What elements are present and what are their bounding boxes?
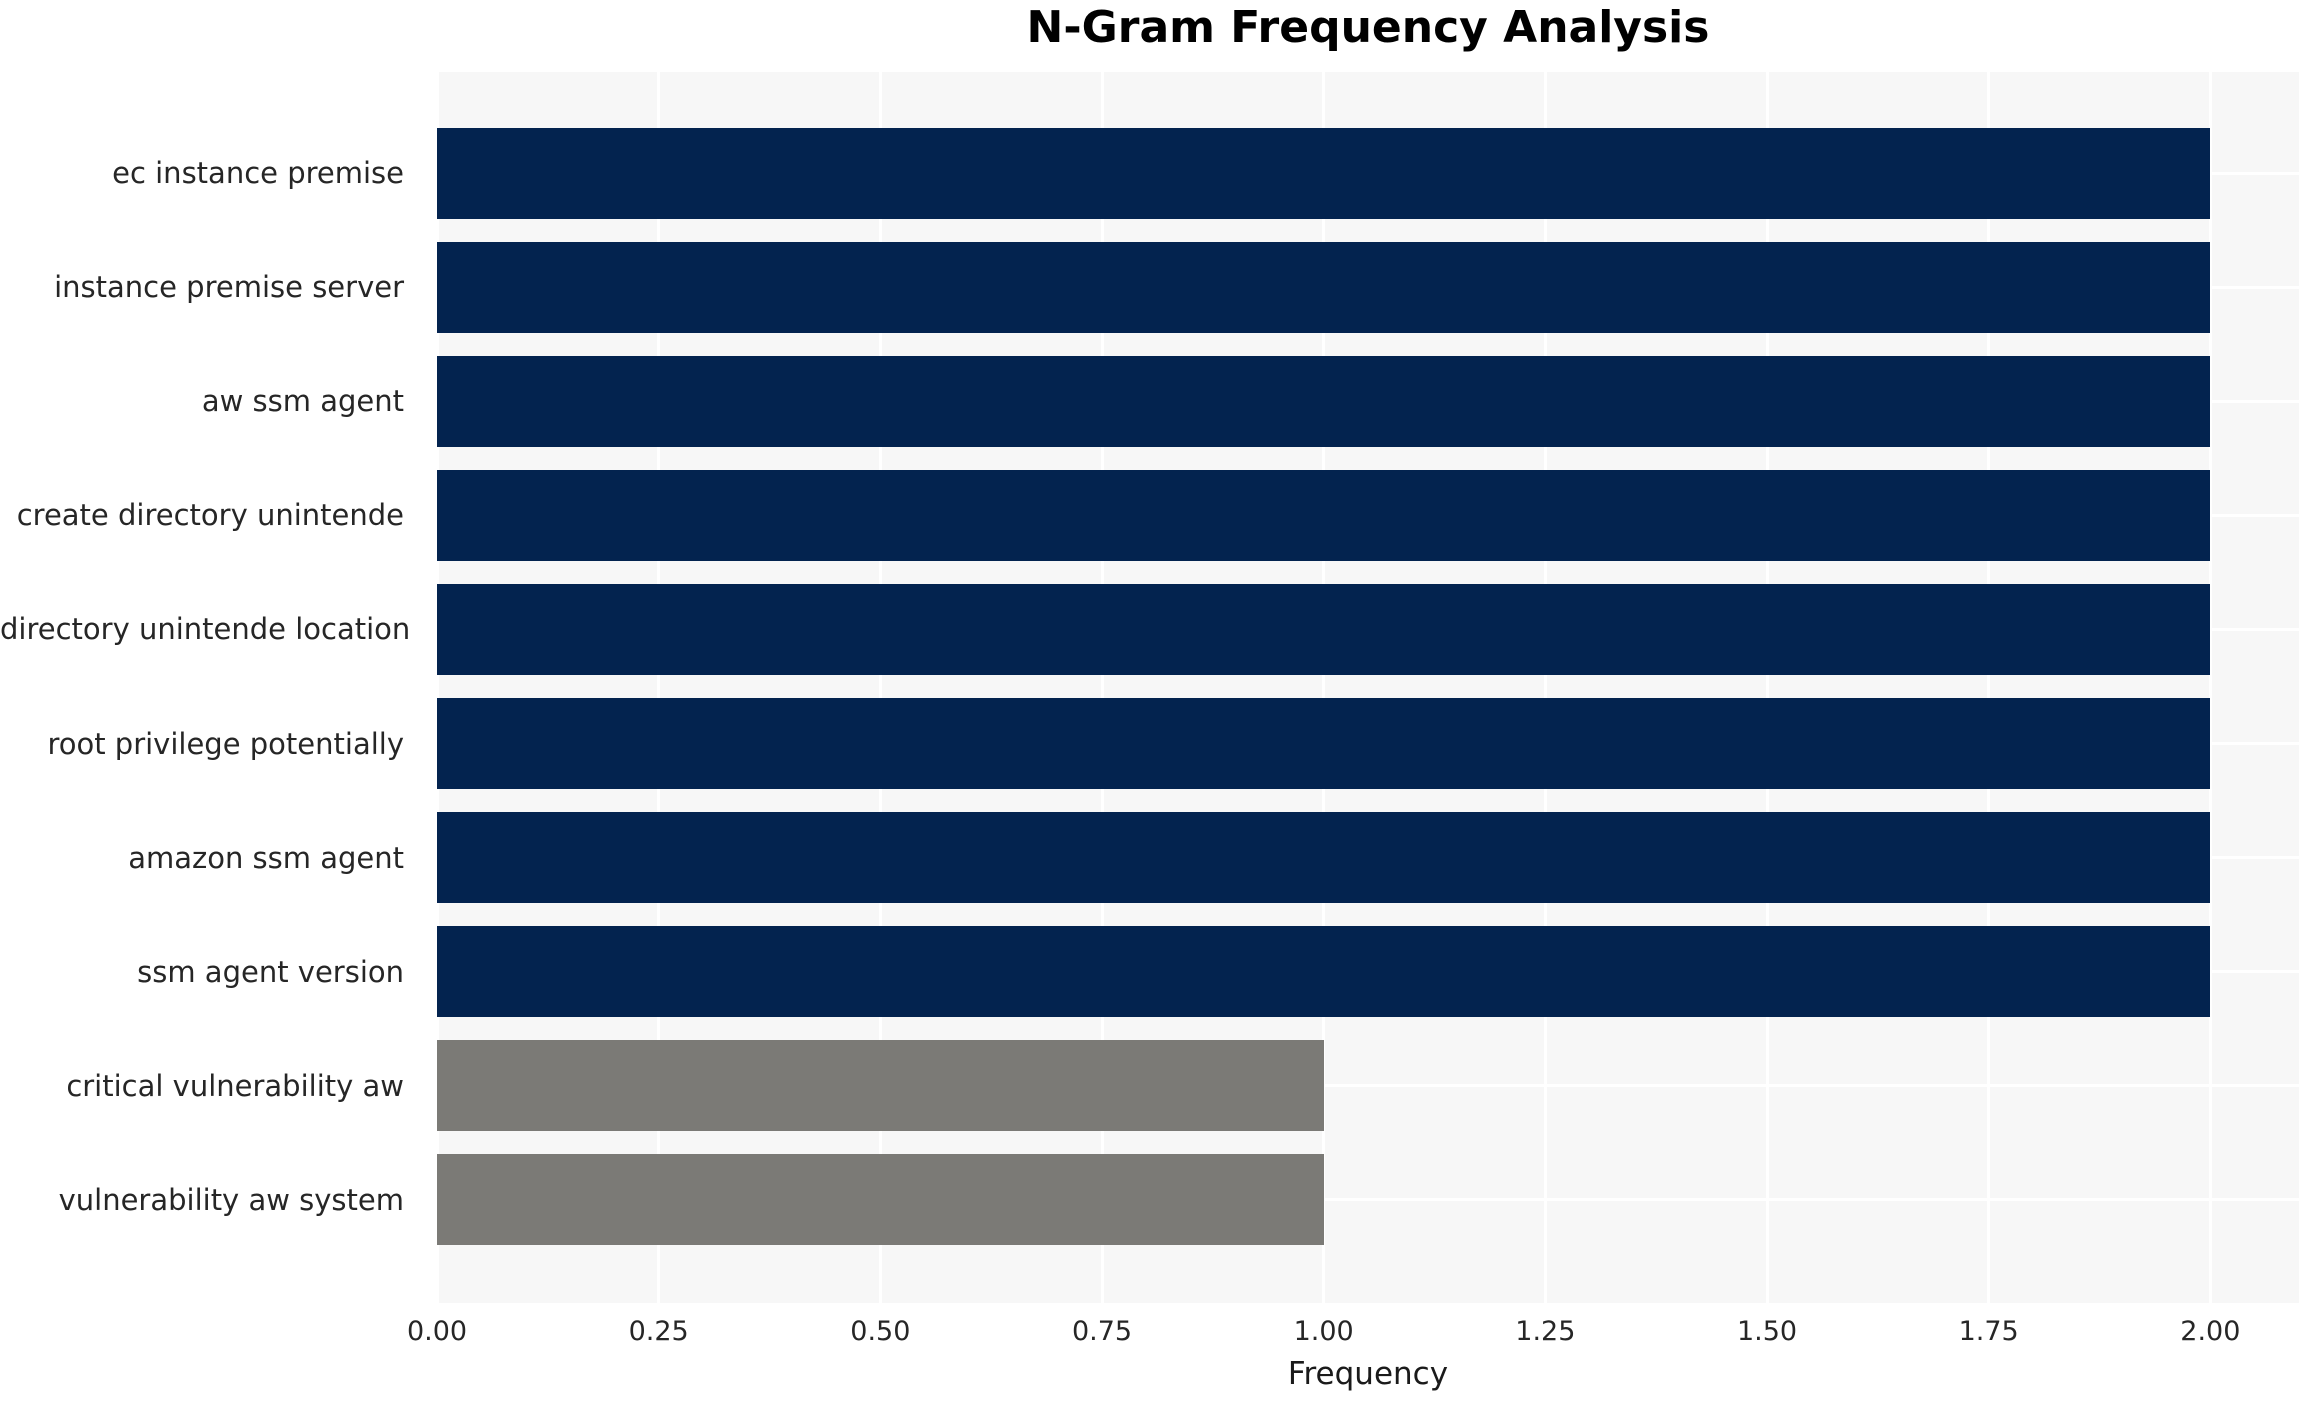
x-tick-label: 0.25 (628, 1316, 689, 1347)
bar (437, 698, 2211, 790)
y-axis-category-labels: ec instance premise instance premise serv… (0, 72, 420, 1303)
chart-title: N-Gram Frequency Analysis (1026, 2, 1710, 53)
x-gridline (437, 72, 439, 1303)
x-gridline (1765, 72, 1769, 1303)
bar (437, 926, 2211, 1018)
y-category-label: amazon ssm agent (128, 840, 404, 875)
y-category-label: directory unintende location (0, 612, 411, 647)
y-category-label: ec instance premise (112, 156, 404, 191)
x-tick-label: 1.25 (1515, 1316, 1576, 1347)
plot-area (437, 72, 2299, 1303)
bar (437, 1040, 1324, 1132)
bar (437, 469, 2211, 561)
y-category-label: vulnerability aw system (58, 1182, 404, 1217)
x-gridline (1543, 72, 1547, 1303)
x-axis-tick-labels: 0.00 0.25 0.50 0.75 1.00 1.25 1.50 1.75 2.00 (407, 1316, 2299, 1356)
bar (437, 1154, 1324, 1246)
x-gridline (1987, 72, 1991, 1303)
y-gridline (437, 1198, 2299, 1202)
bar (437, 355, 2211, 447)
bar (437, 812, 2211, 904)
x-gridline (2208, 72, 2212, 1303)
bar (437, 241, 2211, 333)
y-category-label: instance premise server (54, 270, 404, 305)
x-tick-label: 1.75 (1958, 1316, 2019, 1347)
y-category-label: aw ssm agent (201, 384, 404, 419)
x-gridline (1322, 72, 1326, 1303)
x-tick-label: 0.00 (406, 1316, 468, 1347)
x-tick-label: 2.00 (2180, 1316, 2241, 1347)
y-gridline (437, 1084, 2299, 1088)
x-axis-label: Frequency (1287, 1356, 1449, 1392)
x-gridline (878, 72, 882, 1303)
x-tick-label: 0.75 (1071, 1316, 1133, 1347)
x-gridline (1100, 72, 1104, 1303)
bar (437, 127, 2211, 219)
x-tick-label: 1.00 (1293, 1316, 1354, 1347)
y-category-label: create directory unintende (16, 498, 404, 533)
y-category-label: ssm agent version (137, 954, 404, 989)
bar (437, 583, 2211, 675)
x-tick-label: 1.50 (1736, 1316, 1798, 1347)
y-category-label: root privilege potentially (47, 726, 404, 761)
y-category-label: critical vulnerability aw (66, 1068, 404, 1103)
x-tick-label: 0.50 (850, 1316, 911, 1347)
x-gridline (657, 72, 661, 1303)
